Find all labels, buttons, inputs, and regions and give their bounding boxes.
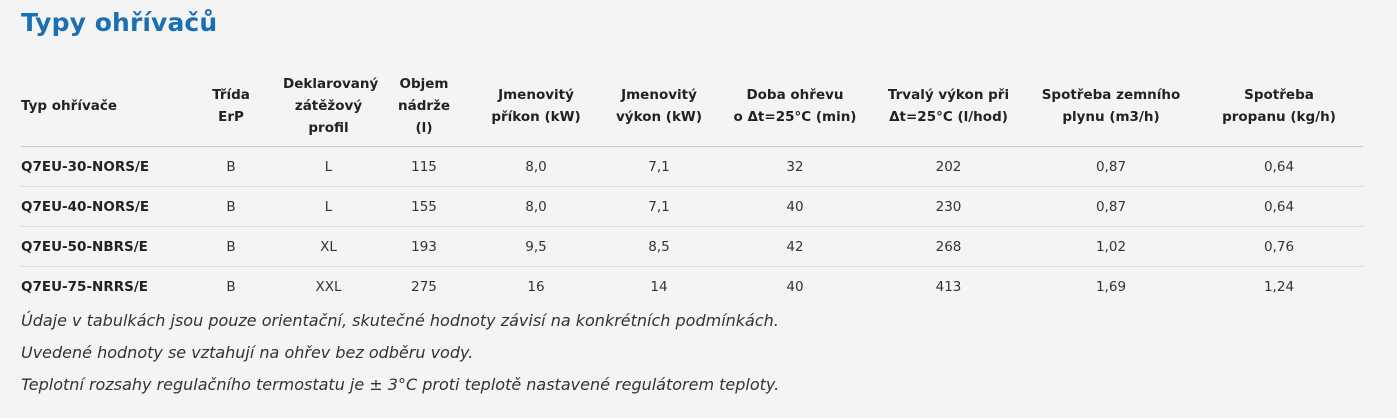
cell-propane-consumption: 0,76 bbox=[1195, 226, 1363, 267]
cell-tank-volume: 115 bbox=[374, 146, 474, 187]
header-propane-consumption: Spotřeba propanu (kg/h) bbox=[1195, 66, 1363, 147]
header-line: Δt=25°C (l/hod) bbox=[889, 109, 1008, 125]
header-line: Doba ohřevu bbox=[746, 87, 844, 103]
footnotes: Údaje v tabulkách jsou pouze orientační,… bbox=[21, 309, 779, 405]
heater-types-table: Typ ohřívače Třída ErP Deklarovaný zátěž… bbox=[21, 66, 1363, 306]
cell-erp-class: B bbox=[179, 226, 283, 267]
cell-heating-time: 40 bbox=[786, 278, 804, 295]
cell-heater-type: Q7EU-50-NBRS/E bbox=[21, 226, 179, 267]
table-row: Q7EU-30-NORS/E B L 115 8,0 7,1 32 202 0,… bbox=[21, 146, 1363, 187]
cell-tank-volume: 275 bbox=[411, 278, 437, 295]
header-line: propanu (kg/h) bbox=[1222, 109, 1336, 125]
page-title: Typy ohřívačů bbox=[21, 8, 218, 37]
cell-continuous-output: 230 bbox=[870, 186, 1027, 227]
cell-gas-consumption: 1,02 bbox=[1027, 226, 1195, 267]
cell-gas-consumption: 0,87 bbox=[1027, 186, 1195, 227]
cell-continuous-output: 202 bbox=[870, 146, 1027, 187]
cell-erp-class: B bbox=[179, 186, 283, 227]
header-heater-type: Typ ohřívače bbox=[21, 66, 179, 147]
header-line: Trvalý výkon při bbox=[887, 87, 1010, 103]
table-header-row: Typ ohřívače Třída ErP Deklarovaný zátěž… bbox=[21, 66, 1363, 147]
header-line: plynu (m3/h) bbox=[1062, 109, 1160, 125]
header-heating-time: Doba ohřevu o Δt=25°C (min) bbox=[720, 66, 870, 147]
cell-heating-time: 42 bbox=[720, 226, 870, 267]
cell-erp-class: B bbox=[226, 278, 236, 295]
cell-rated-input: 16 bbox=[527, 278, 545, 295]
header-line: Jmenovitý bbox=[621, 87, 697, 103]
cell-gas-consumption: 1,69 bbox=[1095, 278, 1127, 295]
cell-rated-output: 7,1 bbox=[598, 186, 720, 227]
header-line: ErP bbox=[218, 109, 244, 125]
header-gas-consumption: Spotřeba zemního plynu (m3/h) bbox=[1027, 66, 1195, 147]
cell-rated-input: 9,5 bbox=[474, 226, 598, 267]
cell-tank-volume: 193 bbox=[374, 226, 474, 267]
cell-heater-type: Q7EU-40-NORS/E bbox=[21, 186, 179, 227]
header-tank-volume: Objem nádrže (l) bbox=[374, 66, 474, 147]
header-continuous-output: Trvalý výkon při Δt=25°C (l/hod) bbox=[870, 66, 1027, 147]
footnote: Teplotní rozsahy regulačního termostatu … bbox=[21, 375, 780, 394]
cell-erp-class: B bbox=[179, 146, 283, 187]
cell-gas-consumption: 0,87 bbox=[1027, 146, 1195, 187]
table-row: Q7EU-50-NBRS/E B XL 193 9,5 8,5 42 268 1… bbox=[21, 226, 1363, 267]
cell-propane-consumption: 1,24 bbox=[1263, 278, 1295, 295]
cell-heating-time: 40 bbox=[720, 186, 870, 227]
footnote: Uvedené hodnoty se vztahují na ohřev bez… bbox=[21, 343, 474, 362]
cell-rated-input: 8,0 bbox=[474, 146, 598, 187]
cell-load-profile: L bbox=[283, 186, 374, 227]
cell-propane-consumption: 0,64 bbox=[1195, 146, 1363, 187]
cell-propane-consumption: 0,64 bbox=[1195, 186, 1363, 227]
header-line: Spotřeba bbox=[1244, 87, 1314, 103]
header-line: Deklarovaný bbox=[283, 76, 379, 92]
table-row: Q7EU-40-NORS/E B L 155 8,0 7,1 40 230 0,… bbox=[21, 186, 1363, 227]
header-line: výkon (kW) bbox=[615, 109, 702, 125]
cell-load-profile: L bbox=[283, 146, 374, 187]
header-rated-output: Jmenovitý výkon (kW) bbox=[598, 66, 720, 147]
cell-tank-volume: 155 bbox=[374, 186, 474, 227]
header-line: zátěžový profil bbox=[294, 98, 363, 136]
footnote: Údaje v tabulkách jsou pouze orientační,… bbox=[21, 311, 779, 330]
cell-heater-type: Q7EU-75-NRRS/E bbox=[21, 278, 149, 295]
header-erp-class: Třída ErP bbox=[179, 66, 283, 147]
cell-continuous-output: 268 bbox=[870, 226, 1027, 267]
header-line: nádrže bbox=[397, 98, 451, 114]
header-line: Jmenovitý bbox=[498, 87, 574, 103]
header-line: příkon (kW) bbox=[491, 109, 581, 125]
header-line: Třída bbox=[212, 87, 250, 103]
cell-rated-output: 14 bbox=[650, 278, 668, 295]
cell-rated-output: 7,1 bbox=[598, 146, 720, 187]
cell-heating-time: 32 bbox=[720, 146, 870, 187]
header-line: o Δt=25°C (min) bbox=[733, 109, 857, 125]
cell-rated-output: 8,5 bbox=[598, 226, 720, 267]
cell-heater-type: Q7EU-30-NORS/E bbox=[21, 146, 179, 187]
header-line: Typ ohřívače bbox=[21, 98, 118, 114]
header-load-profile: Deklarovaný zátěžový profil bbox=[283, 66, 378, 147]
cell-rated-input: 8,0 bbox=[474, 186, 598, 227]
cell-continuous-output: 413 bbox=[935, 278, 962, 295]
header-rated-input: Jmenovitý příkon (kW) bbox=[474, 66, 598, 147]
table-row: Q7EU-75-NRRS/E B XXL 275 16 14 40 413 1,… bbox=[21, 267, 1363, 307]
header-line: Objem bbox=[399, 76, 449, 92]
header-line: (l) bbox=[415, 120, 433, 136]
cell-load-profile: XL bbox=[283, 226, 374, 267]
cell-load-profile: XXL bbox=[315, 278, 342, 295]
header-line: Spotřeba zemního bbox=[1041, 87, 1181, 103]
